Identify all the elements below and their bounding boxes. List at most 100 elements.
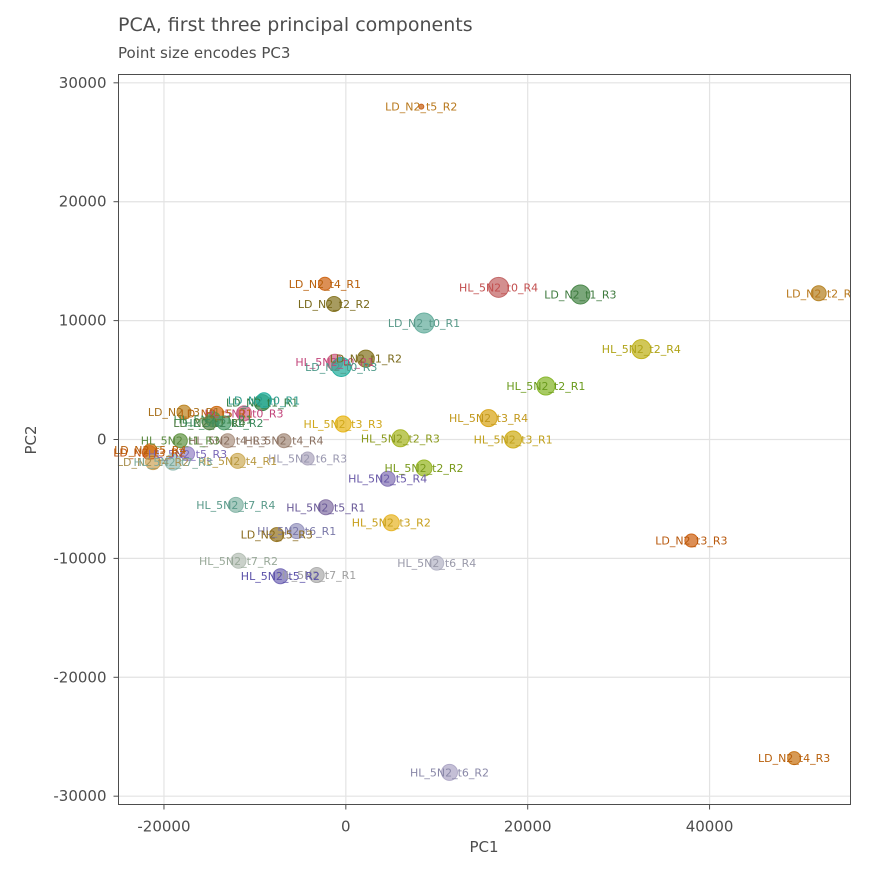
data-point [379, 470, 396, 487]
point-label: LD_N2_t2_R2 [298, 298, 370, 311]
point-label: HL_5N2_t2_R3 [361, 432, 440, 445]
x-axis-ticks: -20000 0 20000 40000 [137, 804, 734, 836]
point-label: HL_5N2_t5_R1 [286, 501, 365, 514]
gridlines [118, 74, 851, 805]
point-label: LD_N2_t0_R1 [388, 317, 460, 330]
y-tick-label: 0 [97, 431, 107, 449]
point-label: HL_5N2_t7_R4 [196, 499, 275, 512]
point-label: HL_5N2_t4_R3 [188, 435, 267, 448]
data-point [631, 339, 652, 360]
data-point [227, 496, 244, 513]
point-label: HL_5N2_t1_R3 [141, 435, 220, 448]
point-label: HL_5N2_t4_R1 [198, 455, 277, 468]
point-label: LD_N2_t4_R2 [117, 456, 189, 469]
y-tick-label: -20000 [53, 668, 106, 686]
point-label: LD_N2_t3_R2 [113, 447, 185, 460]
point-label: HL_5N2_t7_R2 [199, 555, 278, 568]
point-label: HL_5N2_t0_R1 [295, 356, 374, 369]
data-point [684, 533, 699, 548]
data-point [288, 523, 305, 540]
point-label: LD_N2_t1_R2 [330, 353, 402, 366]
point-label: HL_5N2_t3_R4 [449, 412, 528, 425]
data-point [317, 276, 332, 291]
data-point [164, 453, 182, 471]
x-tick-label: 40000 [686, 818, 734, 836]
data-point [418, 103, 425, 110]
point-label: LD_N2_t0_R3 [305, 361, 377, 374]
point-label: HL_5N2_t2_R2 [384, 462, 463, 475]
data-point [334, 415, 352, 433]
data-point [172, 433, 188, 449]
data-point [382, 514, 400, 532]
point-label: HL_5N2_t3_R3 [304, 418, 383, 431]
point-label: HL_5N2_t5_R2 [241, 570, 320, 583]
y-axis-ticks: -30000 -20000 -10000 0 10000 20000 30000 [53, 74, 119, 805]
point-label: HL_5N2_t0_R4 [459, 281, 538, 294]
data-point [201, 415, 217, 431]
data-point [504, 430, 523, 449]
point-label: HL_5N2_t6_R4 [397, 557, 476, 570]
point-label: LD_N2_t5_R2 [385, 101, 457, 114]
y-tick-label: -30000 [53, 787, 106, 805]
point-label: HL_5N2_t1_R2 [184, 417, 263, 430]
chart-subtitle: Point size encodes PC3 [118, 44, 291, 62]
point-label: HL_5N2_t7_R1 [277, 569, 356, 582]
point-label: LD_N2_t5_R1 [181, 407, 253, 420]
x-tick-label: -20000 [137, 818, 190, 836]
y-tick-label: 30000 [59, 74, 107, 92]
data-point [216, 415, 232, 431]
point-label: HL_5N2_t3_R2 [352, 517, 431, 530]
point-label: HL_5N2_t7_R3 [134, 456, 213, 469]
point-label: HL_5N2_t2_R1 [506, 380, 585, 393]
data-point [229, 452, 246, 469]
point-label: HL_5N2_t4_R4 [244, 435, 323, 448]
point-label: HL_5N2_t2_R4 [602, 343, 681, 356]
data-point [276, 433, 292, 449]
x-tick-label: 0 [341, 818, 351, 836]
point-label: LD_N2_t0_R1 [228, 394, 300, 407]
data-point [440, 763, 458, 781]
data-point [356, 349, 375, 368]
y-tick-label: 20000 [59, 193, 107, 211]
point-label: LD_N2_t1_R3 [544, 288, 616, 301]
point-label: HL_5N2_t6_R2 [410, 766, 489, 779]
point-labels: LD_N2_t5_R2 LD_N2_t2_R LD_N2_t4_R1 LD_N2_t2… [113, 101, 851, 780]
x-tick-label: 20000 [504, 818, 552, 836]
point-label: LD_N2_t1_R4 [173, 417, 245, 430]
point-label: LD_N2_t5_R4 [114, 444, 186, 457]
data-point [255, 392, 272, 409]
point-label: HL_5N2_t5_R3 [148, 448, 227, 461]
data-point [269, 527, 285, 543]
data-point [308, 567, 325, 584]
data-point [331, 356, 352, 377]
data-point [235, 405, 252, 422]
data-points [141, 103, 827, 781]
point-label: LD_N2_t2_R [786, 287, 852, 300]
point-label: LD_N2_t5_R3 [241, 529, 313, 542]
x-axis-title: PC1 [469, 838, 498, 856]
data-point [230, 552, 247, 569]
data-point [413, 312, 435, 334]
data-point [488, 276, 510, 298]
data-point [176, 404, 192, 420]
point-label: HL_5N2_t5_R4 [348, 473, 427, 486]
data-point [479, 409, 498, 428]
point-label: HL_5N2_t0_R3 [204, 407, 283, 420]
point-label: HL_5N2_t1_R1 [174, 413, 253, 426]
data-point [570, 284, 591, 305]
data-point [326, 295, 343, 312]
data-point [272, 568, 289, 585]
data-point [415, 459, 433, 477]
data-point [145, 454, 162, 471]
point-label: HL_5N2_t6_R3 [268, 453, 347, 466]
point-label: LD_N2_t1_R1 [226, 397, 298, 410]
point-label: LD_N2_t3_R3 [655, 535, 727, 548]
data-point [810, 285, 827, 302]
data-point [787, 751, 802, 766]
point-label: LD_N2_t3_R1 [148, 406, 220, 419]
point-label: HL_5N2_t3_R1 [474, 434, 553, 447]
chart-title: PCA, first three principal components [118, 14, 473, 36]
y-axis-title: PC2 [22, 425, 40, 454]
data-point [536, 376, 556, 396]
